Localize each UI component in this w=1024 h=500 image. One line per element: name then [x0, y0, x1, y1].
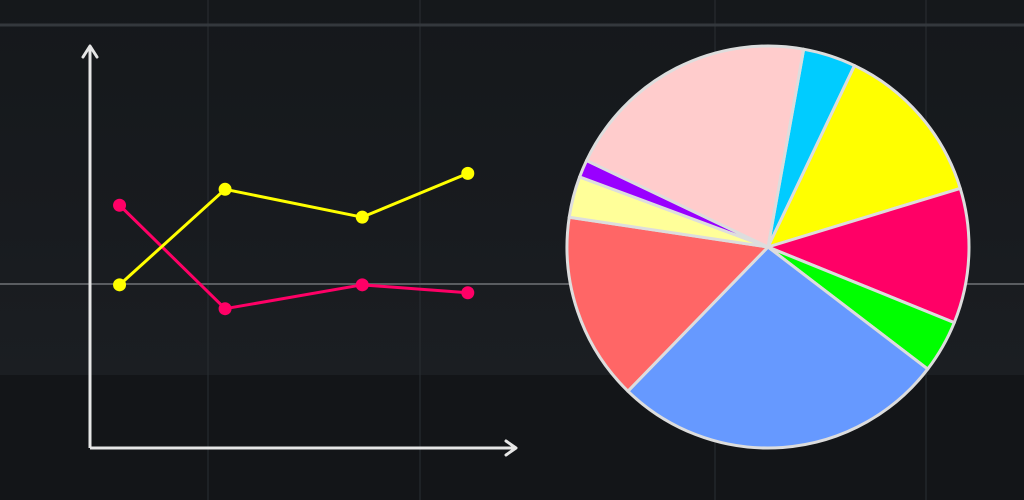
series-1-point-0 — [113, 278, 127, 292]
series-0-point-0 — [113, 198, 127, 212]
pie-slice-2 — [766, 186, 971, 325]
series-1-point-1 — [218, 182, 232, 196]
series-0-point-1 — [218, 302, 232, 316]
pie-slice-8 — [585, 44, 806, 249]
line-chart-axes — [81, 44, 518, 457]
pie-slice-4 — [626, 245, 930, 450]
y-axis-arrow-icon — [81, 44, 99, 59]
x-axis-arrow-icon — [504, 439, 518, 457]
series-1-point-2 — [355, 210, 369, 224]
series-1 — [113, 166, 475, 292]
series-1-line — [118, 171, 469, 286]
line-chart-plot — [113, 166, 475, 316]
series-0 — [113, 198, 475, 316]
series-0-point-3 — [461, 286, 475, 300]
series-1-point-3 — [461, 166, 475, 180]
pie-chart — [565, 44, 971, 450]
series-0-point-2 — [355, 278, 369, 292]
series-0-line — [118, 204, 468, 311]
pie-slice-5 — [565, 215, 770, 393]
